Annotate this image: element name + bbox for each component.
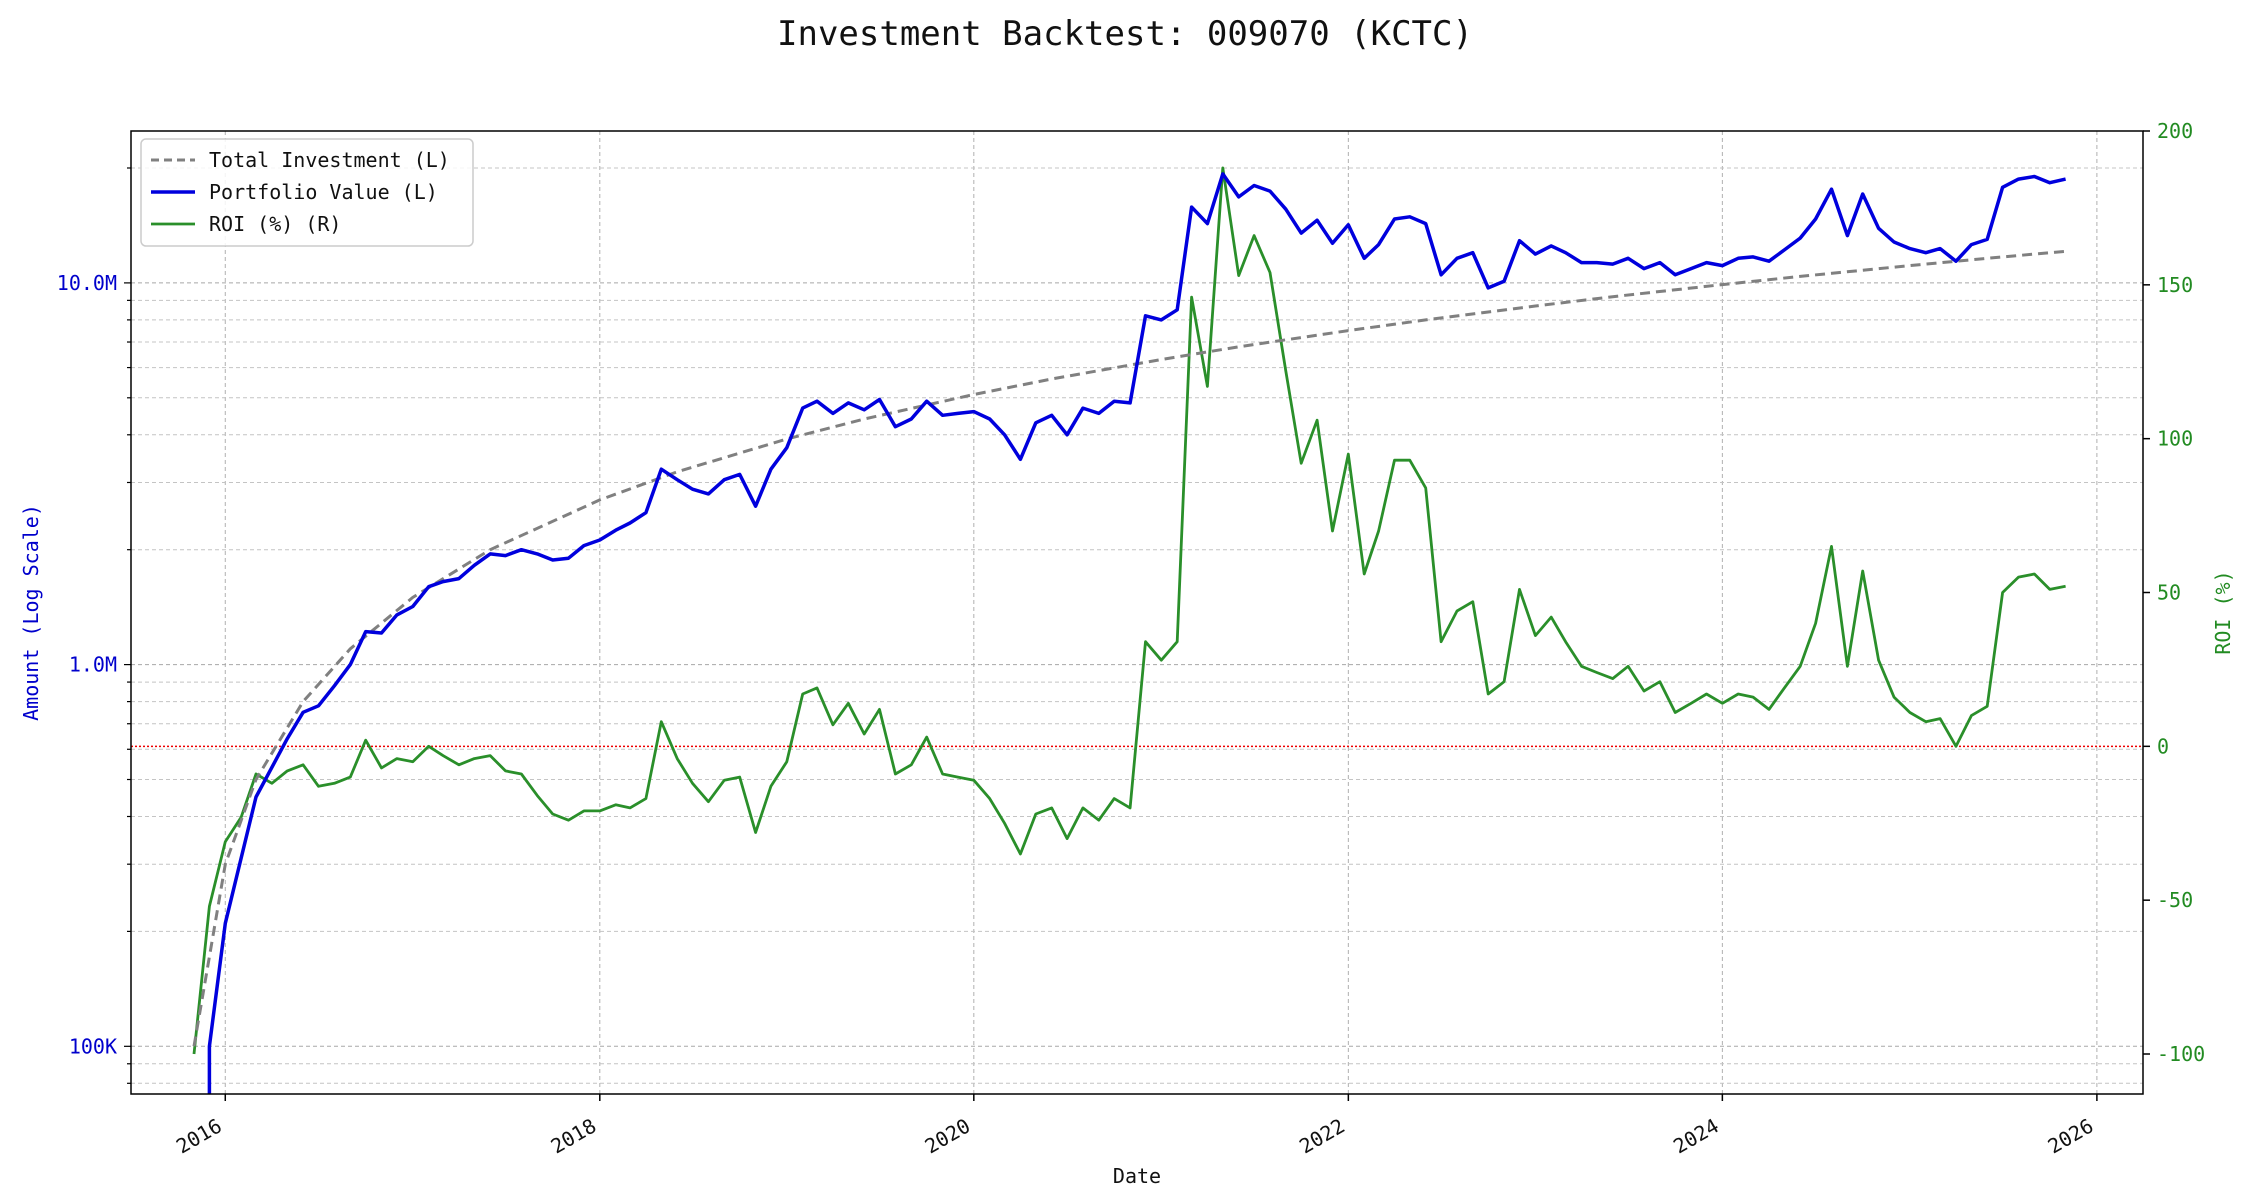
legend-label: Portfolio Value (L) <box>209 180 438 204</box>
x-axis-label: Date <box>1113 1164 1161 1188</box>
legend-label: Total Investment (L) <box>209 148 450 172</box>
plot-frame <box>130 130 2144 1095</box>
x-tick-label: 2016 <box>172 1114 226 1159</box>
x-tick-label: 2024 <box>1669 1114 1723 1159</box>
y-right-axis-label: ROI (%) <box>2211 570 2235 654</box>
legend-label: ROI (%) (R) <box>209 212 341 236</box>
x-tick-label: 2018 <box>547 1114 601 1159</box>
y-left-tick-label: 10.0M <box>57 271 117 295</box>
y-left-tick-label: 1.0M <box>69 653 117 677</box>
y-right-tick-label: 100 <box>2157 427 2193 451</box>
chart-title: Investment Backtest: 009070 (KCTC) <box>777 14 1473 54</box>
x-tick-label: 2026 <box>2044 1114 2098 1159</box>
y-right-tick-label: -50 <box>2157 888 2193 912</box>
y-right-tick-label: 50 <box>2157 581 2181 605</box>
total-investment-line <box>192 249 2066 1047</box>
y-right-tick-label: 150 <box>2157 273 2193 297</box>
y-right-tick-label: 200 <box>2157 119 2193 143</box>
x-tick-label: 2022 <box>1295 1114 1349 1159</box>
y-left-axis-label: Amount (Log Scale) <box>19 504 43 721</box>
y-right-tick-label: 0 <box>2157 734 2169 758</box>
roi-line <box>192 166 2066 1055</box>
legend-box <box>140 138 474 247</box>
y-right-tick-label: -100 <box>2157 1042 2205 1066</box>
portfolio-value-line <box>207 172 2066 1094</box>
y-left-tick-label: 100K <box>69 1034 117 1058</box>
x-tick-label: 2020 <box>921 1114 975 1159</box>
